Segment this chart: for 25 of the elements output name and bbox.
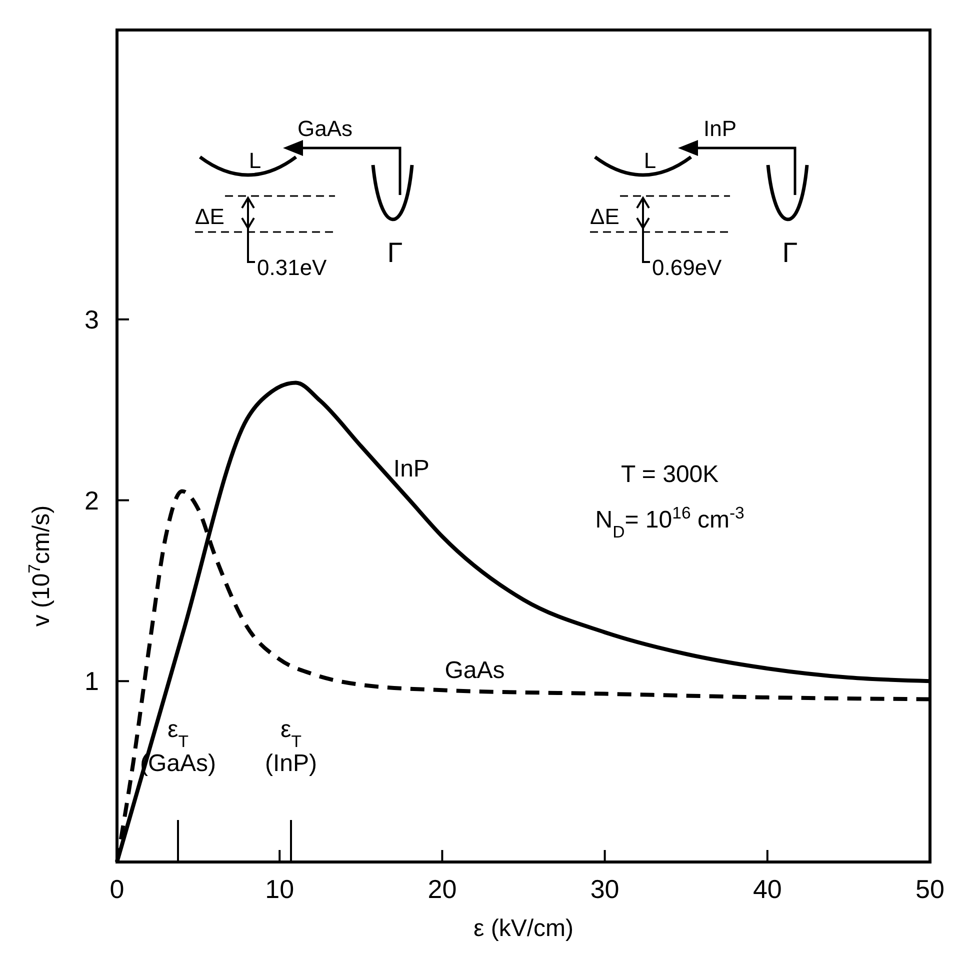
annotation: L [644, 148, 656, 173]
annotation: 0.69eV [652, 255, 722, 280]
annotation: ΔE [590, 204, 620, 229]
x-tick-label: 40 [752, 874, 782, 904]
annotation: N$_{D}$= 10$^{16}$ cm$^{-3}$ [595, 502, 744, 541]
x-tick-label: 20 [428, 874, 457, 904]
annotation: ε$_{T}$ (InP) [264, 716, 318, 777]
annotation: T = 300K [621, 461, 719, 488]
x-tick-label: 0 [110, 874, 124, 904]
x-tick-label: 10 [265, 874, 294, 904]
annotation: Γ [387, 237, 403, 268]
annotation: 0.31eV [257, 255, 328, 280]
annotation: L [248, 148, 262, 173]
annotation: GaAs [297, 116, 353, 141]
y-tick-label: 2 [84, 485, 99, 516]
annotation: ΔE [195, 204, 224, 229]
series-label: GaAs [444, 656, 505, 684]
series-label: InP [393, 455, 430, 482]
x-tick-label: 30 [590, 874, 620, 904]
y-tick-label: 1 [84, 666, 99, 696]
x-axis-title: ε (kV/cm) [473, 915, 574, 942]
x-tick-label: 50 [916, 874, 944, 904]
y-tick-label: 3 [84, 304, 99, 334]
annotation: InP [703, 116, 737, 141]
annotation: Γ [782, 237, 798, 268]
